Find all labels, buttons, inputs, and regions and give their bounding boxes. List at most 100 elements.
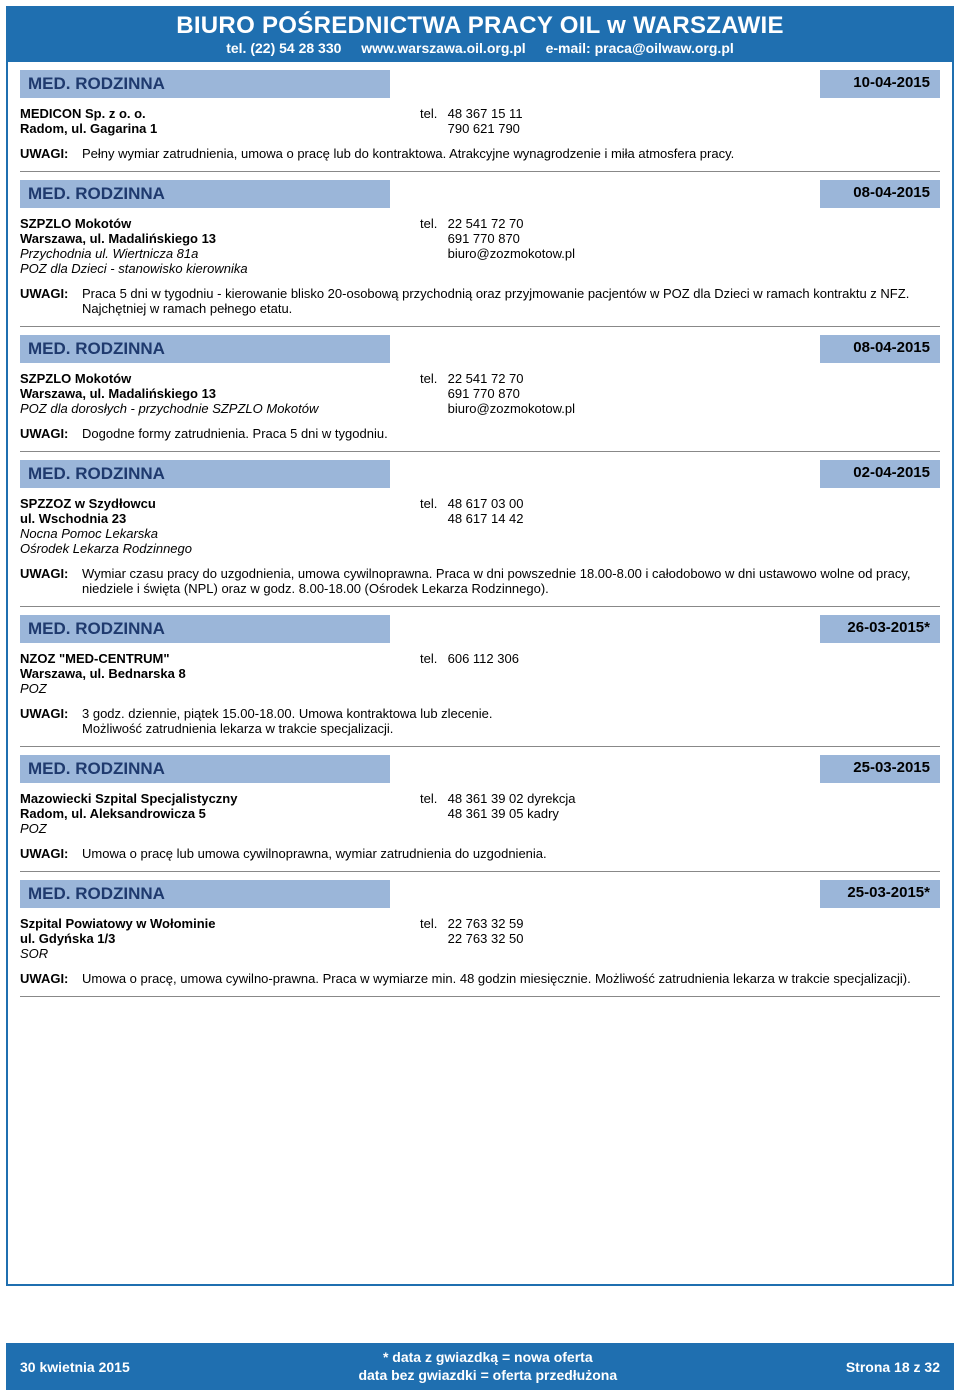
phone-number: 48 361 39 02 dyrekcja — [444, 791, 576, 806]
uwagi-row: UWAGI:3 godz. dziennie, piątek 15.00-18.… — [20, 700, 940, 747]
tel-label: tel. — [420, 106, 444, 121]
tel-label: tel. — [420, 496, 444, 511]
org-name: Mazowiecki Szpital Specjalistyczny — [20, 791, 390, 806]
org-name: NZOZ "MED-CENTRUM" — [20, 651, 390, 666]
date-bar: 02-04-2015 — [820, 460, 940, 488]
org-extra: POZ — [20, 821, 390, 836]
listing-right: tel. 606 112 306 — [420, 651, 940, 696]
email-text: biuro@zozmokotow.pl — [444, 401, 575, 416]
listing-left: SPZZOZ w Szydłowcuul. Wschodnia 23Nocna … — [20, 496, 390, 556]
phone-line: tel. 48 361 39 02 dyrekcja — [420, 791, 940, 806]
tel-label: tel. — [420, 371, 444, 386]
listing-right: tel. 22 541 72 70 691 770 870 biuro@zozm… — [420, 371, 940, 416]
tel-label: tel. — [420, 916, 444, 931]
date-bar: 08-04-2015 — [820, 180, 940, 208]
org-extra: POZ dla Dzieci - stanowisko kierownika — [20, 261, 390, 276]
listing-left: MEDICON Sp. z o. o.Radom, ul. Gagarina 1 — [20, 106, 390, 136]
phone-line: tel. 48 367 15 11 — [420, 106, 940, 121]
phone-number: 691 770 870 — [444, 231, 520, 246]
listing-body: SZPZLO MokotówWarszawa, ul. Madalińskieg… — [20, 214, 940, 280]
uwagi-row: UWAGI:Pełny wymiar zatrudnienia, umowa o… — [20, 140, 940, 172]
listing-bar-row: MED. RODZINNA 25-03-2015 — [20, 755, 940, 783]
footer-date: 30 kwietnia 2015 — [20, 1359, 130, 1375]
date-bar: 10-04-2015 — [820, 70, 940, 98]
org-address: Warszawa, ul. Bednarska 8 — [20, 666, 390, 681]
listing-right: tel. 48 367 15 11 790 621 790 — [420, 106, 940, 136]
org-extra: POZ dla dorosłych - przychodnie SZPZLO M… — [20, 401, 390, 416]
listing-body: SPZZOZ w Szydłowcuul. Wschodnia 23Nocna … — [20, 494, 940, 560]
phone-line: 691 770 870 — [420, 386, 940, 401]
uwagi-label: UWAGI: — [20, 286, 82, 316]
header-contact: tel. (22) 54 28 330 www.warszawa.oil.org… — [8, 40, 952, 56]
phone-number: 22 763 32 50 — [444, 931, 524, 946]
phone-number: 48 361 39 05 kadry — [444, 806, 559, 821]
listing-right: tel. 22 763 32 59 22 763 32 50 — [420, 916, 940, 961]
uwagi-row: UWAGI:Umowa o pracę, umowa cywilno-prawn… — [20, 965, 940, 997]
org-address: ul. Wschodnia 23 — [20, 511, 390, 526]
uwagi-text: Praca 5 dni w tygodniu - kierowanie blis… — [82, 286, 940, 316]
org-extra: Ośrodek Lekarza Rodzinnego — [20, 541, 390, 556]
listing-bar-row: MED. RODZINNA 08-04-2015 — [20, 335, 940, 363]
listing-bar-row: MED. RODZINNA10-04-2015 — [20, 70, 940, 98]
listing-left: Mazowiecki Szpital SpecjalistycznyRadom,… — [20, 791, 390, 836]
phone-number: 48 617 14 42 — [444, 511, 524, 526]
date-bar: 26-03-2015* — [820, 615, 940, 643]
listing-left: SZPZLO MokotówWarszawa, ul. Madalińskieg… — [20, 216, 390, 276]
listing: MED. RODZINNA 26-03-2015* NZOZ "MED-CENTRU… — [20, 615, 940, 747]
phone-line: 48 361 39 05 kadry — [420, 806, 940, 821]
phone-line: tel. 606 112 306 — [420, 651, 940, 666]
email-line: biuro@zozmokotow.pl — [420, 401, 940, 416]
date-bar: 25-03-2015 — [820, 755, 940, 783]
category-bar: MED. RODZINNA — [20, 335, 390, 363]
category-bar: MED. RODZINNA — [20, 615, 390, 643]
phone-number: 48 617 03 00 — [444, 496, 524, 511]
org-extra: SOR — [20, 946, 390, 961]
listing-bar-row: MED. RODZINNA25-03-2015* — [20, 880, 940, 908]
listing: MED. RODZINNA10-04-2015 MEDICON Sp. z o. … — [20, 70, 940, 172]
listing-body: NZOZ "MED-CENTRUM"Warszawa, ul. Bednarsk… — [20, 649, 940, 700]
listing: MED. RODZINNA25-03-2015* Szpital Powiatow… — [20, 880, 940, 997]
uwagi-text: Pełny wymiar zatrudnienia, umowa o pracę… — [82, 146, 940, 161]
uwagi-text: Dogodne formy zatrudnienia. Praca 5 dni … — [82, 426, 940, 441]
phone-number: 22 763 32 59 — [444, 916, 524, 931]
uwagi-label: UWAGI: — [20, 146, 82, 161]
org-address: Radom, ul. Gagarina 1 — [20, 121, 390, 136]
uwagi-text: Umowa o pracę lub umowa cywilnoprawna, w… — [82, 846, 940, 861]
footer-legend-line1: * data z gwiazdką = nowa oferta — [358, 1349, 617, 1367]
org-extra: Nocna Pomoc Lekarska — [20, 526, 390, 541]
category-bar: MED. RODZINNA — [20, 880, 390, 908]
tel-label: tel. — [420, 791, 444, 806]
listing-bar-row: MED. RODZINNA08-04-2015 — [20, 180, 940, 208]
uwagi-row: UWAGI:Dogodne formy zatrudnienia. Praca … — [20, 420, 940, 452]
uwagi-text: Umowa o pracę, umowa cywilno-prawna. Pra… — [82, 971, 940, 986]
listing-body: Szpital Powiatowy w Wołominieul. Gdyńska… — [20, 914, 940, 965]
org-name: SPZZOZ w Szydłowcu — [20, 496, 390, 511]
category-bar: MED. RODZINNA — [20, 755, 390, 783]
org-address: Warszawa, ul. Madalińskiego 13 — [20, 386, 390, 401]
uwagi-text: Wymiar czasu pracy do uzgodnienia, umowa… — [82, 566, 940, 596]
listing: MED. RODZINNA 25-03-2015 Mazowiecki Szpita… — [20, 755, 940, 872]
listing: MED. RODZINNA 08-04-2015 SZPZLO MokotówWar… — [20, 335, 940, 452]
header-title: BIURO POŚREDNICTWA PRACY OIL w WARSZAWIE — [8, 12, 952, 40]
phone-line: 48 617 14 42 — [420, 511, 940, 526]
phone-line: 790 621 790 — [420, 121, 940, 136]
phone-number: 606 112 306 — [444, 651, 519, 666]
email-line: biuro@zozmokotow.pl — [420, 246, 940, 261]
org-name: SZPZLO Mokotów — [20, 216, 390, 231]
org-address: Warszawa, ul. Madalińskiego 13 — [20, 231, 390, 246]
email-text: biuro@zozmokotow.pl — [444, 246, 575, 261]
listing-right: tel. 48 617 03 00 48 617 14 42 — [420, 496, 940, 556]
header-www: www.warszawa.oil.org.pl — [361, 40, 525, 56]
phone-line: tel. 22 763 32 59 — [420, 916, 940, 931]
listing-body: SZPZLO MokotówWarszawa, ul. Madalińskieg… — [20, 369, 940, 420]
listing-right: tel. 48 361 39 02 dyrekcja 48 361 39 05 … — [420, 791, 940, 836]
org-extra: Przychodnia ul. Wiertnicza 81a — [20, 246, 390, 261]
uwagi-label: UWAGI: — [20, 971, 82, 986]
uwagi-row: UWAGI:Wymiar czasu pracy do uzgodnienia,… — [20, 560, 940, 607]
category-bar: MED. RODZINNA — [20, 460, 390, 488]
date-bar: 08-04-2015 — [820, 335, 940, 363]
page-frame: BIURO POŚREDNICTWA PRACY OIL w WARSZAWIE… — [6, 6, 954, 1286]
listing-left: NZOZ "MED-CENTRUM"Warszawa, ul. Bednarsk… — [20, 651, 390, 696]
listing-left: Szpital Powiatowy w Wołominieul. Gdyńska… — [20, 916, 390, 961]
listing: MED. RODZINNA 02-04-2015 SPZZOZ w Szydłowc… — [20, 460, 940, 607]
